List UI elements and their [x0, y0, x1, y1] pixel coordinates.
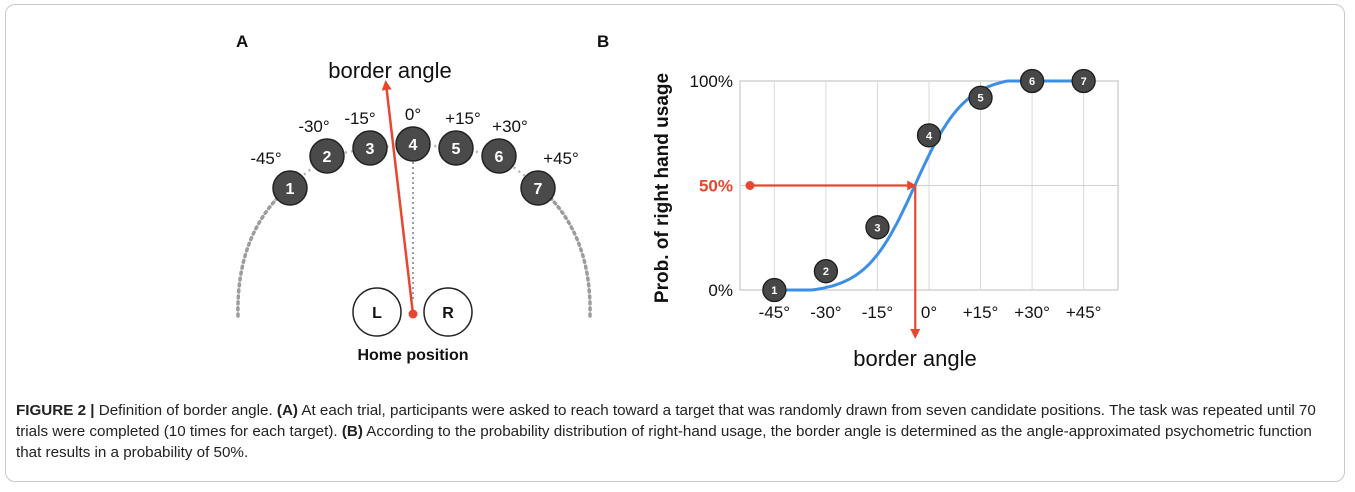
x-tick-label-2: -30°: [810, 303, 841, 322]
figure-frame: [5, 4, 1345, 482]
target-6: 6: [481, 138, 517, 174]
x-tick-label-4: 0°: [921, 303, 937, 322]
y-tick-label-0: 0%: [708, 281, 733, 300]
data-point-label-5: 5: [977, 93, 983, 105]
x-tick-label-7: +45°: [1066, 303, 1102, 322]
target-7: 7: [520, 170, 556, 206]
data-point-3: [865, 215, 890, 240]
x-axis-label: border angle: [853, 346, 977, 371]
y-axis-label: Prob. of right hand usage: [652, 73, 673, 303]
y-tick-label-100: 100%: [690, 72, 733, 91]
target-1-number: 1: [286, 181, 295, 198]
x-tick-label-3: -15°: [862, 303, 893, 322]
border-angle-arrow: [381, 80, 415, 315]
data-point-4: [916, 123, 942, 148]
caption-a-text: At each trial, participants were asked t…: [16, 402, 1316, 440]
right-hand-label: R: [442, 305, 454, 322]
left-hand: L: [352, 287, 402, 337]
target-7-number: 7: [534, 181, 543, 198]
angle-label-5: +15°: [445, 109, 481, 128]
home-dot: [408, 309, 418, 319]
data-point-label-6: 6: [1029, 76, 1035, 88]
data-point-label-1: 1: [771, 285, 777, 297]
angle-label-4: 0°: [405, 105, 421, 124]
data-point-label-7: 7: [1081, 76, 1087, 88]
data-point-label-4: 4: [926, 130, 933, 142]
border-angle-label: border angle: [328, 58, 452, 83]
caption-b-text: According to the probability distributio…: [16, 423, 1312, 461]
y-tick-label-50: 50%: [699, 177, 733, 196]
x-tick-label-6: +30°: [1014, 303, 1050, 322]
target-4-number: 4: [409, 137, 418, 154]
data-point-label-2: 2: [823, 266, 829, 278]
vertical-arrow-head: [910, 329, 921, 339]
horizontal-arrow-head: [907, 180, 917, 191]
target-6-number: 6: [495, 149, 504, 166]
target-3: 3: [352, 130, 388, 166]
caption-a-tag: (A): [276, 402, 298, 419]
target-1: 1: [272, 170, 308, 206]
target-3-number: 3: [366, 141, 375, 158]
data-point-6: [1019, 68, 1045, 94]
plot-area: 1 2 3 4 5 6 7 -45° -30° -15° 0° +15° +30° +45° 100% 0% 5…: [690, 68, 1119, 339]
right-hand: R: [423, 287, 473, 337]
angle-label-7: +45°: [543, 149, 579, 168]
left-hand-label: L: [372, 305, 382, 322]
target-4: 4: [395, 126, 431, 162]
data-point-label-3: 3: [874, 222, 880, 234]
angle-label-2: -30°: [298, 117, 329, 136]
caption-b-tag: (B): [341, 423, 363, 440]
data-point-2: [813, 259, 839, 284]
panel-b: B 1 2 3 4 5 6 7 -45° -30° -15° 0° +15° +30° +45° 100% 0…: [597, 32, 1119, 371]
left-arc: [236, 184, 292, 318]
target-5: 5: [438, 130, 474, 166]
x-tick-label-1: -45°: [759, 303, 790, 322]
data-point-7: [1071, 68, 1096, 94]
home-position-label: Home position: [357, 347, 468, 364]
figure-graphic: A 1 2 3 4 5 6: [236, 32, 1119, 371]
caption-figure-label: FIGURE 2 |: [16, 402, 95, 419]
panel-a-label: A: [236, 32, 248, 51]
figure-caption: FIGURE 2 | Definition of border angle. (…: [16, 400, 1336, 463]
caption-title: Definition of border angle.: [94, 402, 277, 419]
angle-label-3: -15°: [344, 109, 375, 128]
data-point-5: [968, 85, 993, 110]
panel-a: A 1 2 3 4 5 6: [236, 32, 592, 364]
target-5-number: 5: [452, 141, 461, 158]
data-point-1: [762, 277, 787, 303]
right-arc: [536, 184, 592, 318]
target-2: 2: [309, 138, 345, 174]
angle-label-1: -45°: [250, 149, 281, 168]
panel-b-label: B: [597, 32, 609, 51]
angle-label-6: +30°: [492, 117, 528, 136]
x-tick-label-5: +15°: [963, 303, 999, 322]
target-2-number: 2: [323, 149, 332, 166]
